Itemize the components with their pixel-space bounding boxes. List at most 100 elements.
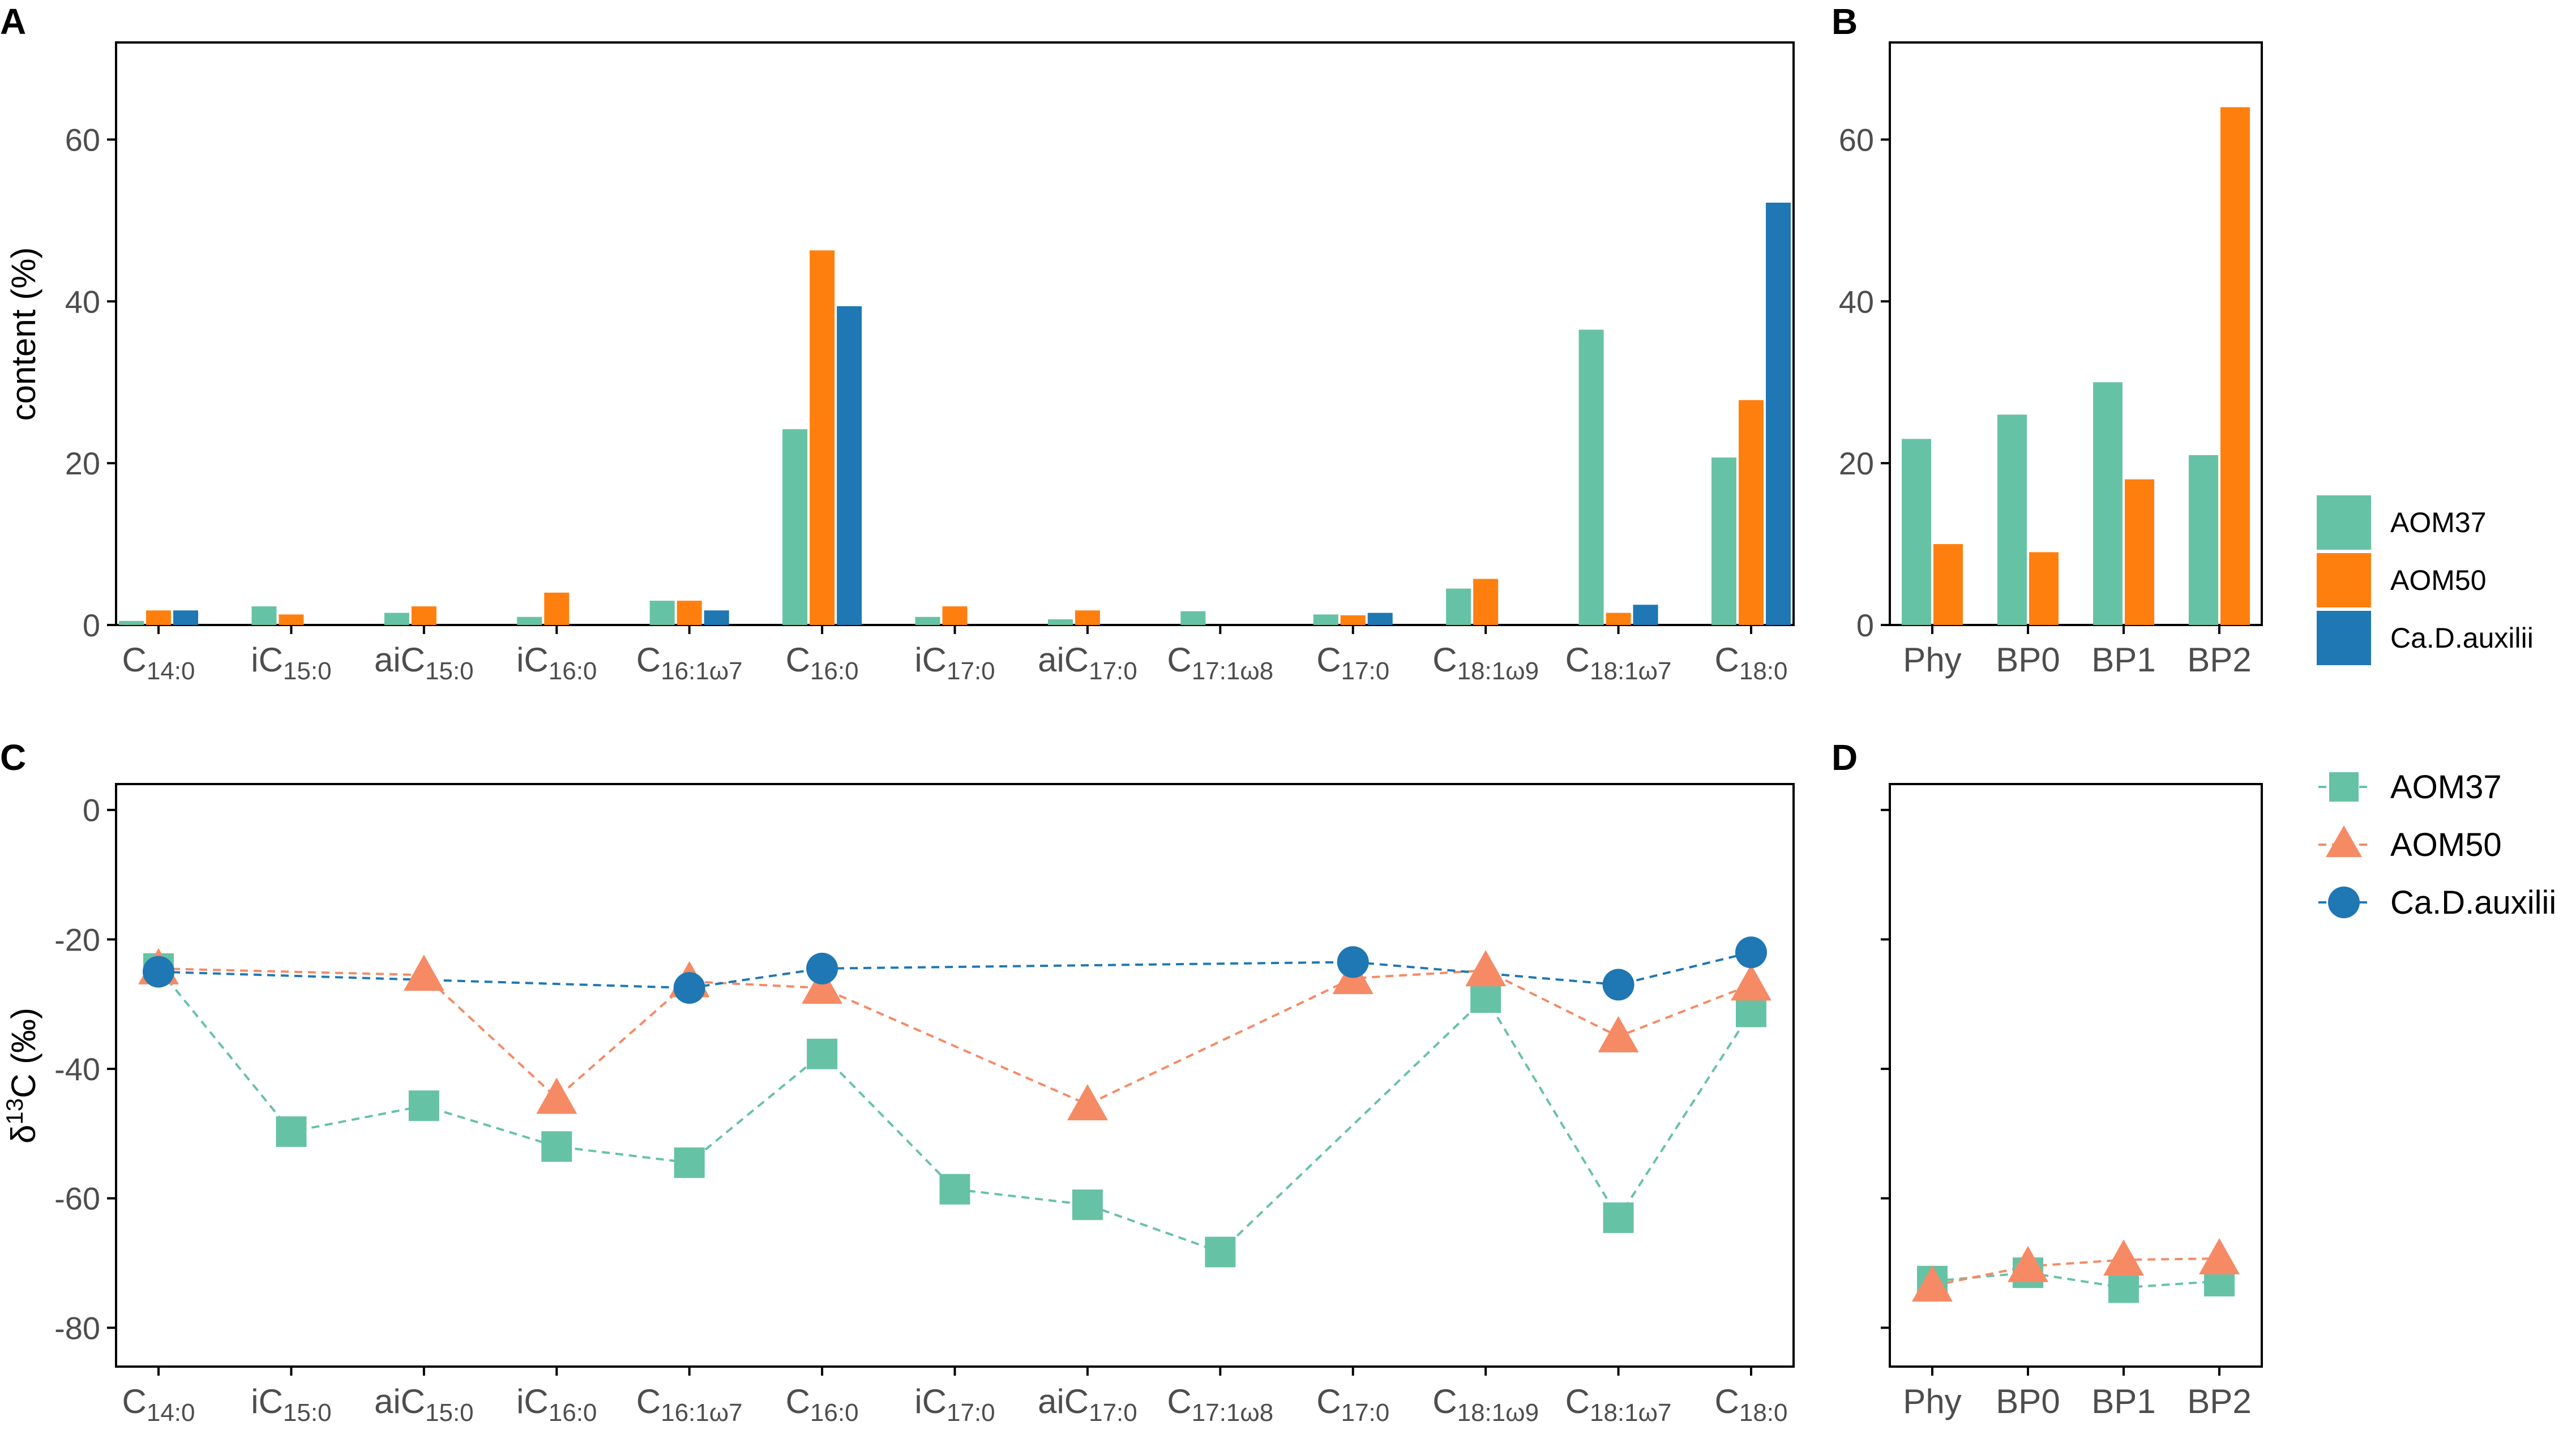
panel-a-bar-aom37-c16-0 <box>782 429 808 625</box>
panel-b-bar-aom50-bp1 <box>2125 479 2154 625</box>
panel-c-point-aom37-ic16-0 <box>541 1131 572 1162</box>
panel-a-bar-aom37-c17-0 <box>1313 614 1338 625</box>
panel-a-bar-ca-d-auxilii-c14-0 <box>173 610 198 625</box>
panel-a-xtick-label-c14-0: C14:0 <box>122 641 195 685</box>
legend-bar-swatch-cad <box>2317 611 2371 665</box>
panel-b-xtick-label-bp1: BP1 <box>2091 641 2155 679</box>
panel-a-bar-aom37-aic17-0 <box>1047 619 1073 625</box>
panel-a-bar-aom37-ic17-0 <box>915 616 940 625</box>
bar-legend: AOM37 AOM50 Ca.D.auxilii <box>2317 495 2534 665</box>
panel-d-line-chart: Phy BP0 BP1 BP2 <box>1881 783 2263 1420</box>
panel-a-ytick-label-40: 40 <box>65 284 100 319</box>
panel-a-bar-aom37-c18-1-9 <box>1446 588 1471 625</box>
panel-b-bar-aom37-bp2 <box>2189 455 2218 625</box>
panel-c-point-aom37-c16-0 <box>807 1038 838 1069</box>
panel-a-bar-aom37-c18-1-7 <box>1578 329 1604 625</box>
panel-c-point-aom37-c18-1-9 <box>1470 982 1501 1013</box>
panel-a-xtick-label-c18-1-9: C18:1ω9 <box>1432 641 1539 685</box>
panel-c-line-aom37 <box>157 967 1752 1253</box>
panel-c-line-ca-d-auxilii <box>158 951 1752 990</box>
panel-d-point-aom50-bp0 <box>2008 1245 2048 1282</box>
panel-letter-d: D <box>1832 737 1858 778</box>
panel-d-point-aom37-bp1 <box>2108 1272 2139 1303</box>
panel-b-ytick-label-0: 0 <box>1856 607 1874 643</box>
legend-line-aom50-marker <box>2326 825 2362 857</box>
panel-a-xtick-label-c18-0: C18:0 <box>1715 641 1788 685</box>
panel-b-bar-aom50-bp0 <box>2029 552 2059 625</box>
panel-d-line-aom37 <box>1932 1271 2220 1289</box>
panel-c-ytick-label-40: -40 <box>54 1051 100 1087</box>
panel-c-point-aom37-ic15-0 <box>276 1116 307 1147</box>
panel-d-plot-frame <box>1889 783 2263 1368</box>
legend-line-label-cad: Ca.D.auxilii <box>2390 884 2556 921</box>
panel-c-point-aom50-aic15-0 <box>403 954 444 991</box>
panel-a-bar-aom37-aic15-0 <box>384 613 409 625</box>
line-legend: AOM37 AOM50 Ca.D.auxilii <box>2318 769 2556 921</box>
panel-a-bar-ca-d-auxilii-c16-0 <box>837 306 862 625</box>
panel-b-bar-aom37-phy <box>1902 439 1931 625</box>
panel-c-point-aom37-c18-0 <box>1736 996 1766 1027</box>
panel-a-ylabel: content (%) <box>5 247 42 421</box>
legend-line-cad-marker <box>2328 887 2360 918</box>
panel-b-bar-aom50-phy <box>1933 544 1963 625</box>
panel-c-xtick-label-aic15-0: aiC15:0 <box>374 1382 474 1427</box>
panel-a-bar-aom37-c17-1-8 <box>1180 611 1206 625</box>
panel-c-line-chart: 0 -20 -40 -60 -80 C14:0 iC15:0 aiC15:0 iC16:0 C16… <box>1 783 1795 1427</box>
panel-c-ytick-label-20: -20 <box>54 922 100 957</box>
panel-a-bar-aom50-ic16-0 <box>544 592 570 625</box>
panel-a-plot-frame <box>115 41 1795 626</box>
panel-a-ytick-label-20: 20 <box>65 446 100 481</box>
panel-c-xtick-label-c17-1-8: C17:1ω8 <box>1167 1382 1273 1427</box>
panel-a-xtick-label-c17-0: C17:0 <box>1316 641 1389 685</box>
panel-letter-c: C <box>0 737 26 778</box>
panel-c-ytick-label-80: -80 <box>54 1310 100 1346</box>
panel-a-bar-chart: 0 20 40 60 C14:0 iC15:0 aiC15:0 iC16:0 C16:1ω7 C1… <box>5 41 1795 685</box>
legend-bar-label-aom37: AOM37 <box>2390 507 2487 538</box>
panel-c-ylabel: δ13C (‰) <box>1 1008 42 1144</box>
panel-b-bar-aom50-bp2 <box>2220 107 2250 626</box>
panel-a-bar-ca-d-auxilii-c18-0 <box>1766 202 1791 626</box>
panel-a-bar-ca-d-auxilii-c16-1-7 <box>704 610 729 625</box>
panel-a-xtick-label-c16-0: C16:0 <box>786 641 859 685</box>
panel-a-bar-aom50-aic15-0 <box>411 606 437 625</box>
panel-c-xtick-label-ic15-0: iC15:0 <box>251 1382 331 1427</box>
panel-c-xtick-label-c17-0: C17:0 <box>1316 1382 1389 1427</box>
panel-a-xtick-label-c16-1-7: C16:1ω7 <box>636 641 743 685</box>
panel-c-point-ca-d-auxilii-c17-0 <box>1337 946 1369 978</box>
panel-c-point-aom37-c16-1-7 <box>674 1147 705 1178</box>
panel-a-xtick-label-ic15-0: iC15:0 <box>251 641 331 685</box>
panel-c-point-ca-d-auxilii-c16-0 <box>806 952 838 984</box>
panel-a-bar-aom50-c16-0 <box>810 250 835 625</box>
panel-a-bar-aom37-ic16-0 <box>517 616 542 625</box>
panel-c-point-ca-d-auxilii-c14-0 <box>143 956 174 988</box>
panel-b-ytick-label-40: 40 <box>1839 284 1874 319</box>
panel-d-xtick-label-bp2: BP2 <box>2187 1382 2251 1420</box>
panel-c-line-aom50 <box>158 967 1752 1106</box>
panel-c-xtick-label-c18-1-9: C18:1ω9 <box>1432 1382 1539 1427</box>
panel-a-bar-aom50-aic17-0 <box>1075 610 1100 625</box>
legend-line-label-aom37: AOM37 <box>2390 769 2502 806</box>
panel-c-ytick-label-0: 0 <box>83 793 100 828</box>
panel-a-xtick-label-aic15-0: aiC15:0 <box>374 641 474 685</box>
panel-a-xtick-label-c17-1-8: C17:1ω8 <box>1167 641 1273 685</box>
panel-letter-a: A <box>0 1 26 42</box>
legend-bar-label-cad: Ca.D.auxilii <box>2390 622 2534 654</box>
legend-bar-label-aom50: AOM50 <box>2390 564 2487 596</box>
panel-a-bar-aom50-c16-1-7 <box>677 601 702 625</box>
panel-d-xtick-label-bp0: BP0 <box>1996 1382 2060 1420</box>
panel-c-xtick-label-c16-0: C16:0 <box>786 1382 859 1427</box>
panel-a-bar-aom50-ic17-0 <box>942 606 968 625</box>
panel-a-bar-aom37-ic15-0 <box>251 606 277 625</box>
panel-a-bar-aom50-c18-1-9 <box>1473 579 1499 625</box>
panel-c-point-ca-d-auxilii-c16-1-7 <box>673 972 705 1004</box>
panel-c-point-aom37-aic15-0 <box>408 1090 439 1121</box>
panel-c-point-aom50-c18-1-7 <box>1598 1016 1639 1052</box>
panel-a-xtick-label-aic17-0: aiC17:0 <box>1038 641 1137 685</box>
panel-c-xtick-label-ic16-0: iC16:0 <box>516 1382 597 1427</box>
panel-a-bar-ca-d-auxilii-c17-0 <box>1367 613 1393 625</box>
panel-a-bar-aom37-c14-0 <box>119 620 144 625</box>
panel-d-point-aom50-bp1 <box>2103 1239 2144 1276</box>
legend-line-aom37-marker <box>2329 772 2359 802</box>
panel-b-bar-chart: 0 20 40 60 Phy BP0 BP1 BP2 <box>1839 41 2263 679</box>
panel-a-bar-aom50-c17-0 <box>1340 615 1366 625</box>
